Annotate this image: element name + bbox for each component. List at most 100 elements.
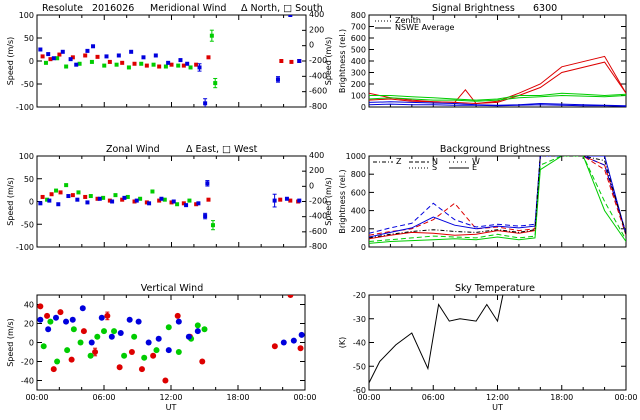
- data-point-red: [37, 303, 44, 310]
- plot-area: [369, 55, 626, 107]
- data-point-green: [163, 64, 168, 69]
- data-point-red: [194, 202, 199, 207]
- y-right-tick-label: 400: [309, 10, 324, 19]
- data-point-green: [209, 33, 214, 38]
- data-point-blue: [153, 53, 158, 58]
- y-tick-label: 40: [24, 301, 34, 310]
- data-point-green: [213, 81, 218, 86]
- data-point-green: [113, 193, 118, 198]
- data-point-red: [107, 198, 112, 203]
- data-point-blue: [126, 316, 133, 323]
- x-tick-label: 00:00: [25, 393, 48, 402]
- data-point-green: [175, 349, 182, 355]
- data-point-blue: [155, 335, 162, 342]
- data-point-red: [132, 61, 137, 66]
- data-point-red: [278, 197, 283, 202]
- data-point-green: [40, 343, 47, 350]
- data-point-blue: [194, 328, 201, 335]
- y-tick-label: 0: [361, 243, 366, 252]
- y-tick-label: -40: [353, 339, 366, 348]
- data-point-red: [95, 54, 100, 59]
- data-point-green: [43, 60, 48, 65]
- data-point-blue: [135, 318, 142, 325]
- x-tick-label: 06:00: [422, 393, 445, 402]
- y-tick-label: 50: [24, 175, 34, 184]
- data-point-green: [165, 324, 172, 331]
- meridional-wind-chart: Meridional Wind Δ North, □ South -100 -50…: [6, 3, 333, 112]
- signal-brightness-chart: Signal Brightness 6300 0 100 200 300 400 500 6…: [338, 3, 627, 112]
- signal-brightness-title: Signal Brightness: [432, 3, 515, 14]
- data-point-green: [94, 333, 101, 340]
- data-point-red: [144, 63, 149, 68]
- data-point-green: [45, 197, 50, 202]
- y-tick-label: 600: [351, 34, 366, 43]
- data-point-green: [101, 195, 106, 200]
- data-point-blue: [91, 44, 96, 49]
- zonal-wind-title: Zonal Wind: [106, 144, 160, 155]
- series-line-green-2: [369, 94, 626, 102]
- station-name: Resolute: [42, 3, 83, 14]
- data-point-red: [44, 312, 51, 319]
- plot-area: [38, 15, 302, 107]
- y-tick-label: 0: [361, 103, 366, 112]
- data-point-blue: [74, 62, 79, 67]
- data-point-green: [87, 352, 94, 359]
- legend-label: E: [472, 163, 477, 172]
- data-point-red: [279, 59, 284, 63]
- series-line-blue-dash: [369, 156, 626, 234]
- data-point-green: [175, 202, 180, 207]
- data-point-blue: [66, 194, 71, 199]
- plot-frame: [36, 14, 307, 108]
- y-tick-label: -30: [353, 315, 366, 324]
- data-point-red: [40, 194, 45, 199]
- data-point-red: [288, 198, 293, 203]
- y-right-tick-label: 200: [309, 25, 324, 34]
- data-point-blue: [129, 49, 134, 54]
- data-point-blue: [203, 214, 208, 219]
- legend-label: S: [432, 163, 437, 172]
- data-point-red: [70, 193, 75, 198]
- data-point-blue: [185, 333, 192, 340]
- background-brightness-title: Background Brightness: [440, 144, 550, 155]
- y-tick-label: 0: [29, 57, 34, 66]
- data-point-green: [89, 59, 94, 64]
- x-tick-label: 00:00: [614, 393, 637, 402]
- y-right-tick-label: -600: [309, 227, 327, 236]
- data-point-green: [54, 358, 61, 365]
- data-point-blue: [51, 56, 56, 61]
- y-tick-label: -50: [353, 362, 366, 371]
- plot-area: [38, 180, 302, 231]
- data-point-red: [120, 60, 125, 65]
- x-tick-label: 12:00: [159, 393, 182, 402]
- y-tick-label: 300: [351, 69, 366, 78]
- data-point-blue: [165, 347, 172, 354]
- data-point-red: [181, 63, 186, 68]
- data-point-blue: [97, 196, 102, 201]
- data-point-green: [55, 56, 60, 61]
- data-point-green: [126, 65, 131, 70]
- y-axis-label: Speed (m/s): [6, 318, 15, 367]
- data-point-green: [114, 62, 119, 67]
- meridional-wind-title: Meridional Wind: [150, 3, 226, 14]
- plot-area: [37, 295, 305, 384]
- data-point-green: [54, 188, 59, 193]
- series-line-red-2: [369, 61, 626, 105]
- x-tick-label: 18:00: [550, 393, 573, 402]
- data-point-red: [206, 55, 211, 60]
- data-point-green: [141, 354, 148, 361]
- data-point-blue: [280, 339, 287, 346]
- y-tick-label: 0: [29, 198, 34, 207]
- data-point-green: [139, 61, 144, 66]
- y-right-tick-label: -800: [309, 242, 327, 251]
- data-point-red: [57, 309, 64, 316]
- data-point-red: [80, 328, 87, 335]
- data-point-blue: [147, 201, 152, 206]
- data-point-blue: [69, 316, 76, 323]
- data-point-blue: [290, 337, 297, 344]
- y-tick-label: 500: [351, 46, 366, 55]
- data-point-blue: [284, 196, 289, 201]
- y-tick-label: -100: [16, 243, 34, 252]
- data-point-red: [157, 64, 162, 69]
- data-point-green: [125, 194, 130, 199]
- series-line-green-solid: [369, 156, 626, 244]
